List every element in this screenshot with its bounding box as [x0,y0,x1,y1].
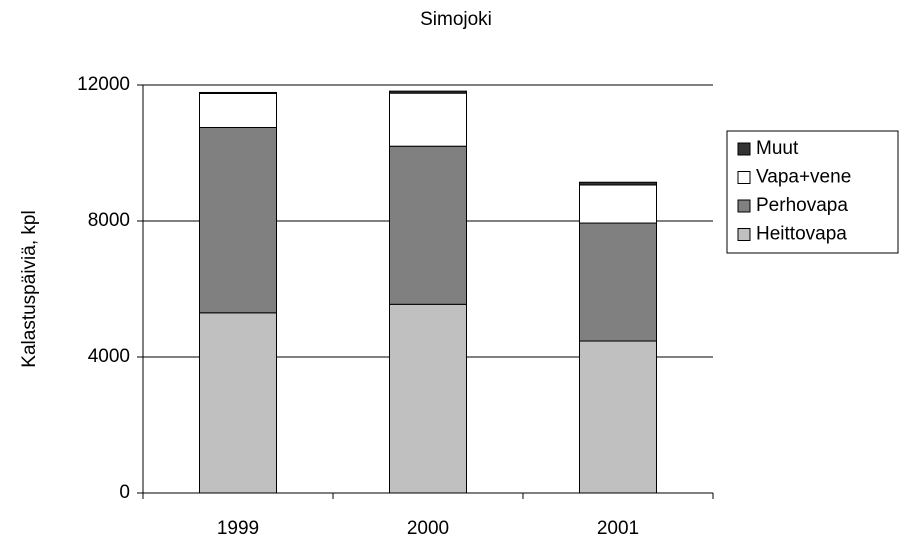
bar-segment [579,340,657,494]
legend-swatch [737,171,751,184]
legend-swatch [737,142,751,156]
legend-swatch [737,228,751,241]
legend-label: Muut [756,138,799,159]
bar-segment [389,92,467,147]
legend-label: Vapa+vene [756,167,851,188]
legend-swatch [737,199,751,213]
y-axis-label: Kalastuspäiviä, kpl [19,210,40,367]
bar-segment [579,181,657,186]
bar-segment [199,93,277,128]
bar-segment [389,145,467,305]
y-tick-label: 12000 [77,74,130,95]
y-tick-label: 8000 [88,210,130,231]
x-tick-label: 2001 [597,518,639,539]
x-tick-label: 2000 [407,518,449,539]
legend-label: Heittovapa [756,224,847,245]
bar-segment [199,127,277,314]
bar-segment [389,90,467,94]
legend-label: Perhovapa [756,195,848,216]
legend-box [726,130,899,254]
bar-segment [579,184,657,224]
y-tick-label: 4000 [88,346,130,367]
chart-title: Simojoki [420,9,492,30]
y-tick-label: 0 [119,482,130,503]
bar-segment [389,303,467,494]
bar-segment [199,91,277,95]
bar-segment [579,222,657,342]
x-tick-label: 1999 [217,518,259,539]
bar-segment [199,312,277,494]
